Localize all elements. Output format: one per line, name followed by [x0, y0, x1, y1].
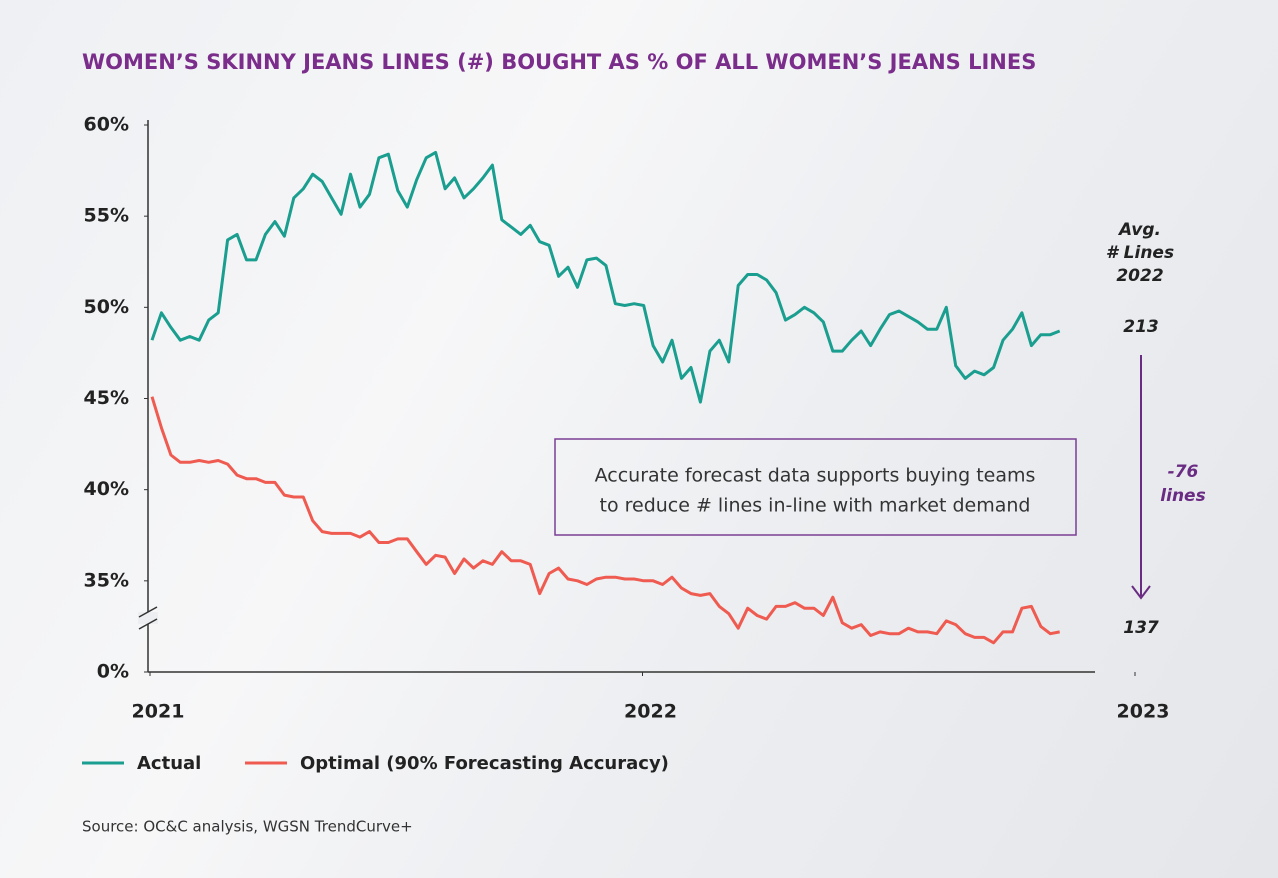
y-tick-label: 0%: [97, 661, 129, 683]
legend-label: Actual: [137, 753, 201, 774]
side-heading: 2022: [1116, 266, 1163, 286]
source: Source: OC&C analysis, WGSN TrendCurve+: [82, 818, 413, 836]
y-tick-label: 55%: [84, 205, 129, 227]
annotation-text: Accurate forecast data supports buying t…: [595, 465, 1036, 487]
data-line: [150, 396, 1060, 645]
y-tick-label: 40%: [84, 478, 129, 500]
end-lines: 137: [1123, 618, 1159, 638]
change-label: lines: [1160, 486, 1205, 506]
x-tick-label: 2022: [624, 701, 677, 723]
side-heading: Avg.: [1117, 220, 1161, 240]
y-tick-label: 50%: [84, 296, 129, 318]
chart-title: WOMEN’S SKINNY JEANS LINES (#) BOUGHT AS…: [82, 50, 1036, 74]
y-tick-label: 60%: [84, 114, 129, 136]
annotation-text: to reduce # lines in-line with market de…: [600, 495, 1031, 517]
axis-break: [138, 606, 158, 630]
data-line: [150, 150, 1061, 404]
side-heading: # Lines: [1106, 243, 1174, 263]
start-lines: 213: [1123, 317, 1159, 337]
annotation-box: [554, 438, 1077, 536]
arrow-head: [1131, 585, 1151, 600]
y-tick-label: 45%: [84, 387, 129, 409]
x-tick-label: 2023: [1117, 701, 1170, 723]
legend-label: Optimal (90% Forecasting Accuracy): [300, 753, 669, 774]
change-label: -76: [1168, 462, 1199, 482]
x-tick-label: 2021: [132, 701, 185, 723]
y-tick-label: 35%: [84, 569, 129, 591]
